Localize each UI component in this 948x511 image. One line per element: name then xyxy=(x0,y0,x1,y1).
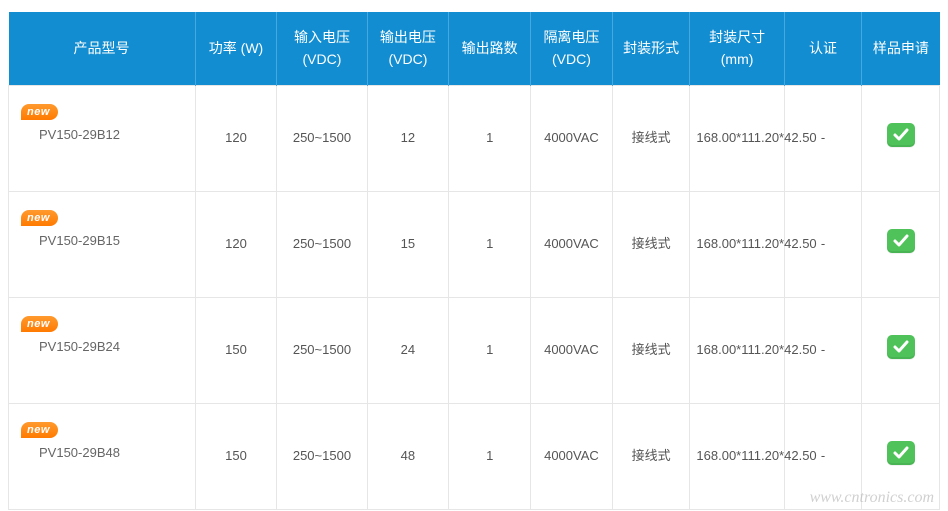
sample-request-button[interactable] xyxy=(887,441,915,465)
cell-isolation: 4000VAC xyxy=(531,85,613,191)
cell-isolation: 4000VAC xyxy=(531,191,613,297)
col-outputs[interactable]: 输出路数 xyxy=(449,12,531,85)
cell-power: 120 xyxy=(195,191,277,297)
cell-package: 接线式 xyxy=(612,403,690,509)
cell-vin: 250~1500 xyxy=(277,85,367,191)
cell-package: 接线式 xyxy=(612,297,690,403)
table-row: new PV150-29B15 120250~15001514000VAC接线式16… xyxy=(9,191,940,297)
model-link[interactable]: PV150-29B12 xyxy=(21,124,189,146)
cell-package: 接线式 xyxy=(612,191,690,297)
table-row: new PV150-29B48 150250~15004814000VAC接线式16… xyxy=(9,403,940,509)
cell-outputs: 1 xyxy=(449,403,531,509)
cell-vout: 24 xyxy=(367,297,449,403)
col-cert[interactable]: 认证 xyxy=(784,12,862,85)
table-row: new PV150-29B12 120250~15001214000VAC接线式16… xyxy=(9,85,940,191)
cell-vout: 15 xyxy=(367,191,449,297)
new-badge: new xyxy=(21,104,58,120)
product-table: 产品型号 功率 (W) 输入电压(VDC) 输出电压(VDC) 输出路数 隔离电… xyxy=(8,12,940,510)
cell-package: 接线式 xyxy=(612,85,690,191)
cell-vin: 250~1500 xyxy=(277,297,367,403)
cell-vout: 48 xyxy=(367,403,449,509)
cell-power: 150 xyxy=(195,403,277,509)
col-sample[interactable]: 样品申请 xyxy=(862,12,940,85)
col-vin[interactable]: 输入电压(VDC) xyxy=(277,12,367,85)
cell-vout: 12 xyxy=(367,85,449,191)
table-row: new PV150-29B24 150250~15002414000VAC接线式16… xyxy=(9,297,940,403)
cell-vin: 250~1500 xyxy=(277,403,367,509)
cell-sample xyxy=(862,85,940,191)
col-vout[interactable]: 输出电压(VDC) xyxy=(367,12,449,85)
col-power[interactable]: 功率 (W) xyxy=(195,12,277,85)
model-link[interactable]: PV150-29B24 xyxy=(21,336,189,358)
col-dim[interactable]: 封装尺寸(mm) xyxy=(690,12,784,85)
cell-power: 120 xyxy=(195,85,277,191)
table-body: newPV150-29B12120250~15001214000VAC接线式16… xyxy=(9,85,940,509)
cell-model: new PV150-29B12 xyxy=(9,85,196,191)
model-link[interactable]: PV150-29B48 xyxy=(21,442,189,464)
cell-dimensions: 168.00*111.20*42.50 xyxy=(690,297,784,403)
cell-dimensions: 168.00*111.20*42.50 xyxy=(690,85,784,191)
cell-isolation: 4000VAC xyxy=(531,297,613,403)
cell-model: new PV150-29B48 xyxy=(9,403,196,509)
table-header: 产品型号 功率 (W) 输入电压(VDC) 输出电压(VDC) 输出路数 隔离电… xyxy=(9,12,940,85)
cell-model: new PV150-29B24 xyxy=(9,297,196,403)
cell-model: new PV150-29B15 xyxy=(9,191,196,297)
cell-sample xyxy=(862,191,940,297)
new-badge: new xyxy=(21,316,58,332)
cell-outputs: 1 xyxy=(449,191,531,297)
sample-request-button[interactable] xyxy=(887,123,915,147)
cell-sample xyxy=(862,297,940,403)
cell-vin: 250~1500 xyxy=(277,191,367,297)
col-model[interactable]: 产品型号 xyxy=(9,12,196,85)
sample-request-button[interactable] xyxy=(887,229,915,253)
cell-outputs: 1 xyxy=(449,85,531,191)
cell-sample xyxy=(862,403,940,509)
cell-dimensions: 168.00*111.20*42.50 xyxy=(690,403,784,509)
model-link[interactable]: PV150-29B15 xyxy=(21,230,189,252)
col-isolation[interactable]: 隔离电压(VDC) xyxy=(531,12,613,85)
new-badge: new xyxy=(21,210,58,226)
col-package[interactable]: 封装形式 xyxy=(612,12,690,85)
cell-outputs: 1 xyxy=(449,297,531,403)
sample-request-button[interactable] xyxy=(887,335,915,359)
cell-power: 150 xyxy=(195,297,277,403)
cell-isolation: 4000VAC xyxy=(531,403,613,509)
new-badge: new xyxy=(21,422,58,438)
cell-dimensions: 168.00*111.20*42.50 xyxy=(690,191,784,297)
